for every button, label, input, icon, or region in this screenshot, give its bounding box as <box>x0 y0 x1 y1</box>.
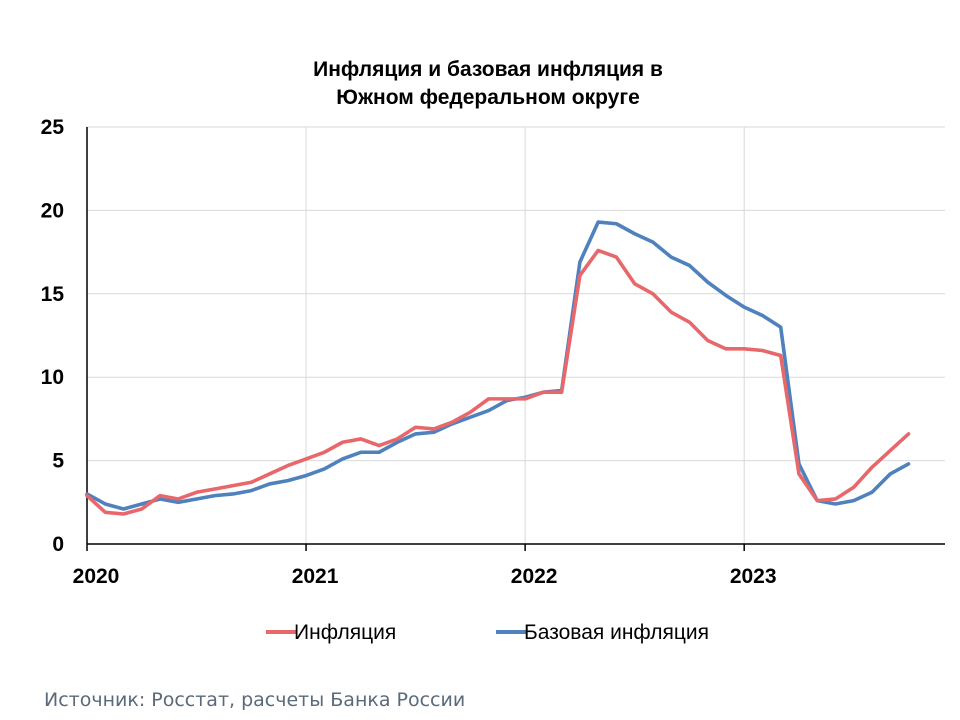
y-tick-label-5: 5 <box>52 450 64 473</box>
legend-label-core-inflation: Базовая инфляция <box>524 621 709 644</box>
x-tick-label-2022: 2022 <box>511 565 558 588</box>
source-note: Источник: Росстат, расчеты Банка России <box>44 689 465 711</box>
legend: Инфляция Базовая инфляция <box>266 621 709 644</box>
y-tick-label-10: 10 <box>41 366 64 389</box>
legend-label-inflation: Инфляция <box>294 621 396 644</box>
chart-title: Инфляция и базовая инфляция в Южном феде… <box>313 58 663 109</box>
axes <box>86 127 945 551</box>
gridlines <box>87 126 945 544</box>
series-line-core-inflation <box>85 220 911 511</box>
chart-title-line-2: Южном федеральном округе <box>336 86 640 109</box>
y-tick-label-0: 0 <box>52 533 64 556</box>
y-axis-tick-labels: 0 5 10 15 20 25 <box>41 116 65 556</box>
y-tick-label-25: 25 <box>41 116 65 139</box>
x-tick-label-2021: 2021 <box>292 565 339 588</box>
x-axis-tick-labels: 2020 2021 2022 2023 <box>73 565 777 588</box>
chart-title-line-1: Инфляция и базовая инфляция в <box>313 58 663 81</box>
x-tick-label-2023: 2023 <box>730 565 777 588</box>
series-line-inflation <box>85 248 911 516</box>
y-tick-label-20: 20 <box>41 199 64 222</box>
y-tick-label-15: 15 <box>41 283 65 306</box>
x-tick-label-2020: 2020 <box>73 565 120 588</box>
series-lines <box>85 220 911 516</box>
